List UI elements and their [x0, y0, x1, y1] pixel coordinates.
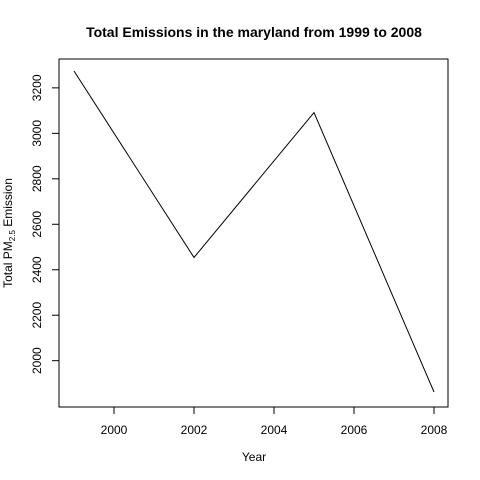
y-axis-label-prefix: Total PM — [1, 241, 15, 288]
x-axis-label: Year — [242, 450, 266, 464]
y-axis: 2000 2200 2400 2600 2800 3000 3200 — [30, 74, 60, 374]
y-axis-label-suffix: Emission — [1, 178, 15, 230]
y-tick-label: 2600 — [30, 211, 44, 238]
y-axis-label: Total PM2.5 Emission — [1, 178, 17, 288]
y-tick-label: 2000 — [30, 347, 44, 374]
y-tick-label: 3200 — [30, 74, 44, 101]
x-tick-label: 2008 — [421, 423, 448, 437]
x-tick-label: 2004 — [261, 423, 288, 437]
y-axis-label-subscript: 2.5 — [8, 230, 17, 242]
series-line — [73, 70, 435, 393]
y-tick-label: 2200 — [30, 302, 44, 329]
plot-box — [58, 58, 449, 408]
series-layer — [73, 70, 435, 393]
chart-title: Total Emissions in the maryland from 199… — [86, 24, 422, 40]
x-axis: 2000 2002 2004 2006 2008 — [101, 406, 448, 437]
y-tick-label: 2800 — [30, 165, 44, 192]
x-tick-label: 2002 — [181, 423, 208, 437]
y-tick-label: 2400 — [30, 256, 44, 283]
y-tick-label: 3000 — [30, 120, 44, 147]
x-tick-label: 2006 — [341, 423, 368, 437]
x-tick-label: 2000 — [101, 423, 128, 437]
